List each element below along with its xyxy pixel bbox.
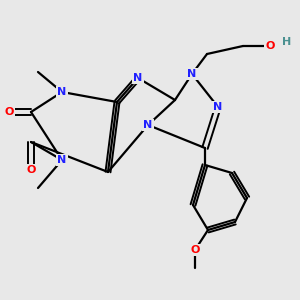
- Text: N: N: [213, 102, 223, 112]
- Text: N: N: [57, 87, 67, 97]
- Text: O: O: [4, 107, 14, 117]
- Text: O: O: [26, 165, 36, 175]
- Text: O: O: [265, 41, 275, 51]
- Text: N: N: [57, 155, 67, 165]
- Text: O: O: [190, 245, 200, 255]
- Text: N: N: [188, 69, 196, 79]
- Text: N: N: [143, 120, 153, 130]
- Text: N: N: [134, 73, 142, 83]
- Text: H: H: [282, 37, 292, 47]
